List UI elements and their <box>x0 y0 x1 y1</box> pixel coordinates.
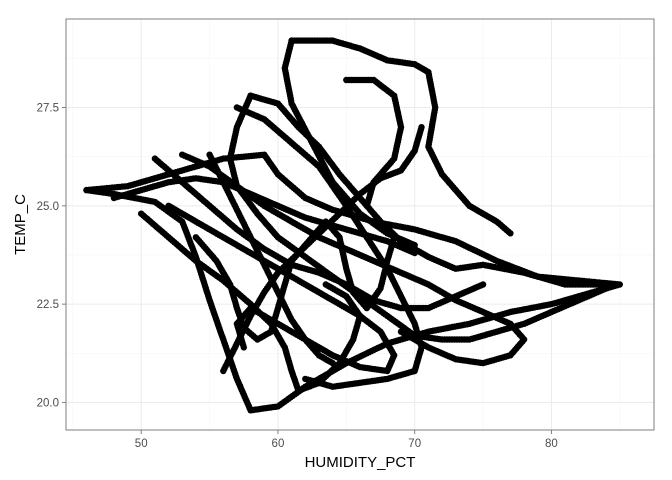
data-point <box>322 281 329 288</box>
data-point <box>411 249 418 257</box>
data-point <box>479 281 487 288</box>
y-tick-label: 22.5 <box>37 299 59 311</box>
data-point <box>83 186 90 194</box>
data-point <box>329 359 336 367</box>
plot-panel-border <box>65 18 655 431</box>
axis-ticks <box>62 106 552 434</box>
data-point <box>302 375 309 383</box>
data-point <box>391 234 398 241</box>
data-points <box>83 37 623 414</box>
y-tick-label: 27.5 <box>37 102 59 114</box>
data-point <box>240 344 247 351</box>
x-tick-label: 80 <box>545 438 558 450</box>
y-tick-label: 20.0 <box>37 397 59 409</box>
x-axis-title: HUMIDITY_PCT <box>305 454 416 471</box>
data-point <box>507 230 514 237</box>
x-tick-label: 50 <box>135 438 148 450</box>
x-tick-label: 60 <box>272 438 285 450</box>
tick-labels: 50 60 70 80 20.0 22.5 25.0 27.5 <box>37 102 558 450</box>
y-tick-label: 25.0 <box>37 201 59 213</box>
data-point <box>363 202 370 209</box>
data-point <box>397 328 405 335</box>
y-axis-title: TEMP_C <box>12 194 29 255</box>
x-tick-label: 70 <box>408 438 421 450</box>
data-point <box>418 124 425 131</box>
data-point <box>602 285 610 292</box>
